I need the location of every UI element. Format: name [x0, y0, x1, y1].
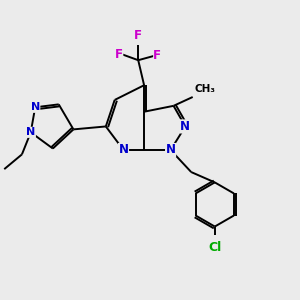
Text: F: F	[115, 48, 123, 61]
Text: F: F	[153, 49, 161, 62]
Text: N: N	[180, 120, 190, 133]
Text: N: N	[26, 127, 35, 137]
Text: N: N	[118, 143, 128, 157]
Text: N: N	[31, 102, 40, 112]
Text: CH₃: CH₃	[194, 84, 215, 94]
Text: Cl: Cl	[208, 241, 221, 254]
Text: N: N	[166, 143, 176, 157]
Text: F: F	[134, 29, 142, 42]
